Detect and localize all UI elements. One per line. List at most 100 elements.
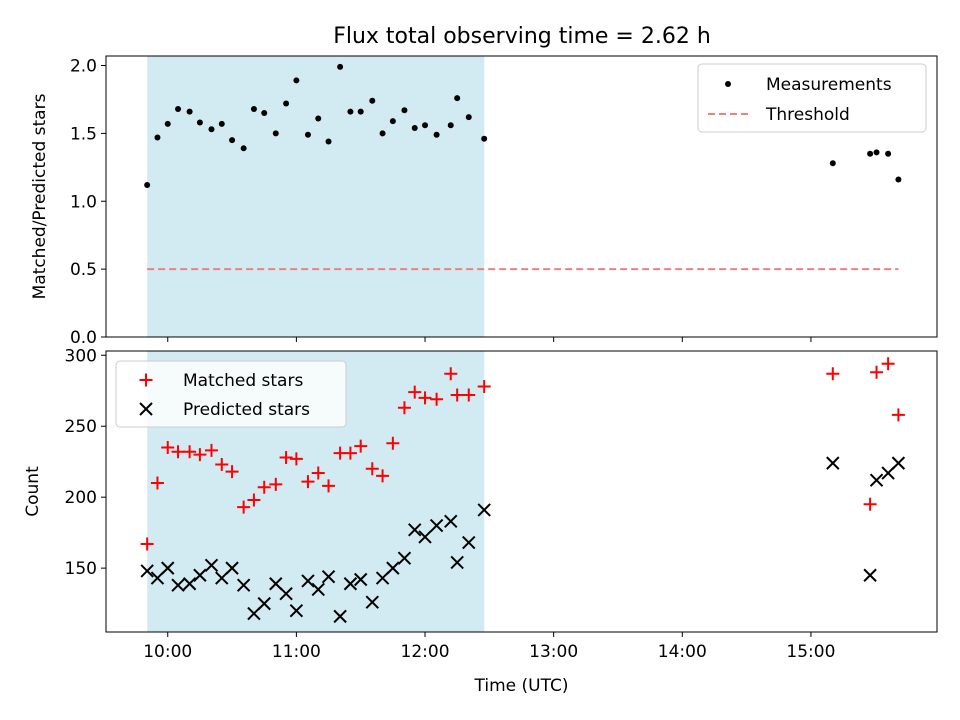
measurement-point	[304, 131, 311, 138]
predicted-star-point	[236, 578, 251, 592]
measurement-point	[433, 131, 440, 138]
measurement-point	[154, 134, 161, 141]
predicted-star-point	[462, 535, 476, 550]
matched-star-point	[354, 439, 368, 453]
predicted-star-point	[193, 568, 207, 582]
matched-star-point	[215, 458, 229, 472]
predicted-star-point	[869, 473, 884, 487]
measurement-point	[240, 145, 247, 152]
ratio-panel: 0.00.51.01.52.0 Matched/Predicted stars …	[30, 55, 938, 348]
observing-span-shade	[147, 56, 485, 337]
measurement-point	[885, 150, 892, 157]
predicted-star-point	[171, 578, 185, 592]
matched-star-point	[343, 446, 357, 460]
predicted-star-point	[289, 604, 304, 618]
predicted-star-point	[365, 595, 379, 609]
matched-star-point	[386, 436, 400, 450]
matched-star-point	[863, 497, 877, 511]
measurement-point	[164, 120, 171, 127]
x-tick-label: 10:00	[143, 642, 192, 662]
predicted-star-point	[321, 569, 336, 584]
predicted-star-point	[408, 523, 422, 537]
ratio-legend-box	[697, 63, 927, 133]
matched-star-point	[150, 476, 164, 490]
predicted-star-point	[343, 577, 358, 591]
matched-star-point	[140, 537, 154, 551]
x-tick-label: 12:00	[401, 642, 450, 662]
predicted-star-point	[150, 571, 165, 585]
matched-star-point	[301, 475, 315, 489]
matched-star-point	[444, 367, 458, 381]
matched-star-point	[870, 365, 884, 379]
measurement-point	[293, 77, 300, 84]
predicted-star-point	[225, 561, 239, 575]
predicted-star-point	[386, 561, 400, 575]
matched-star-point	[161, 441, 175, 455]
measurement-point	[411, 124, 418, 131]
y-tick-label: 1.0	[70, 192, 97, 212]
y-tick-label: 200	[65, 488, 97, 508]
predicted-star-point	[279, 586, 293, 601]
matched-star-point	[462, 388, 476, 402]
measurement-point	[196, 119, 203, 126]
predicted-star-point	[161, 561, 175, 575]
measurement-point	[337, 63, 344, 70]
predicted-star-point	[418, 530, 432, 544]
measurement-point	[218, 120, 225, 127]
measurement-point	[481, 135, 488, 142]
measurement-point	[873, 149, 880, 156]
measurement-point	[347, 108, 354, 115]
measurement-point	[357, 108, 364, 115]
x-tick-label: 13:00	[529, 642, 578, 662]
ratio-y-axis-label: Matched/Predicted stars	[30, 93, 50, 299]
measurement-point	[175, 105, 182, 112]
measurements-layer	[144, 63, 902, 188]
predicted-star-point	[881, 466, 895, 480]
measurement-point	[208, 126, 215, 133]
predicted-star-point	[826, 456, 840, 470]
predicted-star-point	[215, 571, 229, 585]
predicted-star-point	[257, 596, 271, 611]
count-y-axis-label: Count	[23, 466, 43, 517]
measurement-point	[144, 181, 151, 188]
predicted-star-point	[429, 518, 444, 533]
x-axis-label: Time (UTC)	[474, 676, 569, 696]
predicted-star-point	[477, 503, 491, 517]
measurement-point	[465, 114, 472, 121]
ratio-x-ticks	[167, 337, 812, 342]
predicted-star-point	[891, 456, 906, 470]
y-tick-label: 1.5	[70, 124, 97, 144]
x-tick-label: 15:00	[786, 642, 835, 662]
predicted-star-point	[375, 571, 390, 585]
measurement-point	[401, 107, 408, 114]
y-tick-label: 0.5	[70, 260, 97, 280]
measurement-point	[447, 122, 454, 129]
predicted-star-point	[450, 555, 464, 570]
measurement-point	[379, 130, 386, 137]
matched-star-point	[881, 357, 895, 371]
predicted-star-point	[353, 572, 368, 587]
predicted-star-point	[311, 582, 325, 597]
measurement-point	[315, 115, 322, 122]
measurement-point	[272, 130, 279, 137]
y-tick-label: 0.0	[70, 328, 97, 348]
legend-matched-label: Matched stars	[183, 371, 303, 391]
legend-measurements-marker	[725, 81, 731, 87]
predicted-star-point	[301, 574, 315, 588]
ratio-y-ticks: 0.0 0.5 1.0 1.5 2.0	[70, 57, 106, 348]
measurement-point	[283, 100, 290, 107]
x-tick-label: 11:00	[272, 642, 321, 662]
matched-star-point	[183, 445, 197, 459]
matched-star-point	[279, 450, 293, 464]
matched-star-point	[418, 391, 432, 405]
matched-star-point	[257, 480, 271, 494]
predicted-star-point	[269, 577, 283, 591]
matched-star-point	[237, 500, 251, 514]
measurement-point	[422, 122, 429, 129]
measurement-point	[325, 138, 332, 145]
matched-star-point	[171, 445, 185, 459]
matched-star-point	[247, 493, 261, 507]
matched-star-point	[826, 367, 840, 381]
legend-matched-marker	[139, 373, 153, 387]
